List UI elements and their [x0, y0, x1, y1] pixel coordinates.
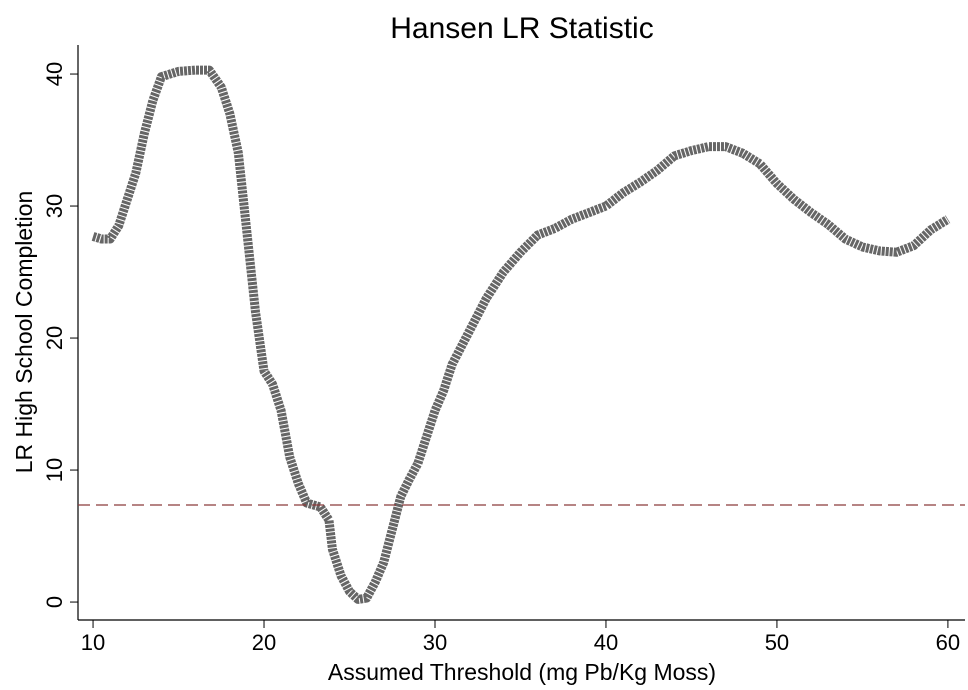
y-tick-label: 20: [42, 326, 67, 350]
x-tick-label: 20: [252, 630, 276, 655]
chart-title: Hansen LR Statistic: [390, 12, 653, 45]
x-tick-label: 10: [81, 630, 105, 655]
x-tick-label: 50: [765, 630, 789, 655]
x-axis-label: Assumed Threshold (mg Pb/Kg Moss): [328, 659, 716, 685]
y-tick-label: 40: [42, 62, 67, 86]
x-tick-label: 40: [594, 630, 618, 655]
y-tick-label: 10: [42, 458, 67, 482]
x-tick-label: 60: [936, 630, 960, 655]
x-tick-label: 30: [423, 630, 447, 655]
y-axis-label: LR High School Completion: [11, 191, 37, 474]
y-tick-label: 0: [42, 596, 67, 608]
data-line: [91, 65, 951, 604]
y-tick-label: 30: [42, 194, 67, 218]
